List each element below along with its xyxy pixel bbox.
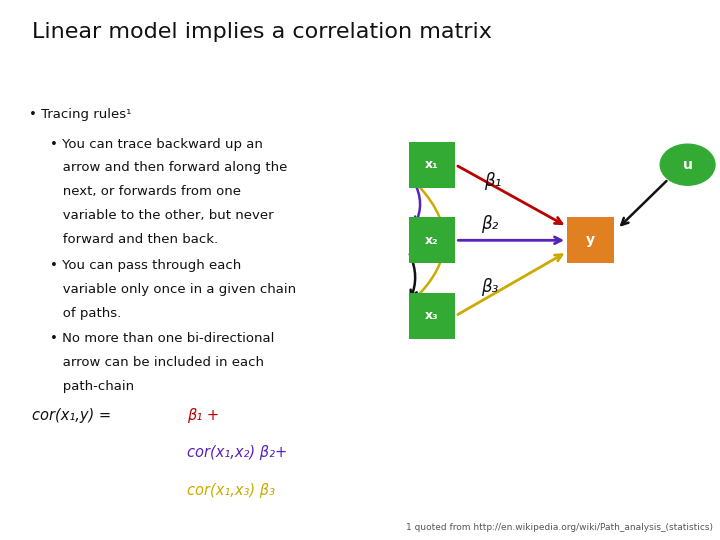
- Text: x₁: x₁: [426, 158, 438, 171]
- Text: β₁ +: β₁ +: [187, 408, 220, 423]
- Text: β₂: β₂: [481, 215, 498, 233]
- Text: u: u: [683, 158, 693, 172]
- Text: cor(x₁,x₂) β₂+: cor(x₁,x₂) β₂+: [187, 446, 287, 461]
- Text: path-chain: path-chain: [50, 380, 135, 393]
- FancyBboxPatch shape: [409, 293, 456, 339]
- Text: x₂: x₂: [426, 234, 438, 247]
- Text: Linear model implies a correlation matrix: Linear model implies a correlation matri…: [32, 22, 492, 42]
- Text: of paths.: of paths.: [50, 307, 122, 320]
- Text: • You can pass through each: • You can pass through each: [50, 259, 242, 272]
- Text: variable only once in a given chain: variable only once in a given chain: [50, 283, 297, 296]
- Text: β₃: β₃: [481, 278, 498, 295]
- Text: • No more than one bi-directional: • No more than one bi-directional: [50, 332, 275, 345]
- FancyBboxPatch shape: [409, 217, 456, 263]
- Text: next, or forwards from one: next, or forwards from one: [50, 185, 241, 198]
- Text: forward and then back.: forward and then back.: [50, 233, 219, 246]
- Text: • You can trace backward up an: • You can trace backward up an: [50, 138, 264, 151]
- Text: cor(x₁,x₃) β₃: cor(x₁,x₃) β₃: [187, 483, 275, 498]
- FancyBboxPatch shape: [409, 142, 456, 188]
- Text: variable to the other, but never: variable to the other, but never: [50, 209, 274, 222]
- Text: β₁: β₁: [484, 172, 501, 190]
- Text: 1 quoted from http://en.wikipedia.org/wiki/Path_analysis_(statistics): 1 quoted from http://en.wikipedia.org/wi…: [406, 523, 713, 532]
- Text: arrow and then forward along the: arrow and then forward along the: [50, 161, 288, 174]
- Text: cor(x₁,y) =: cor(x₁,y) =: [32, 408, 112, 423]
- Text: y: y: [586, 233, 595, 247]
- Text: x₃: x₃: [426, 309, 438, 322]
- FancyBboxPatch shape: [567, 217, 614, 263]
- Text: • Tracing rules¹: • Tracing rules¹: [29, 108, 131, 121]
- Circle shape: [660, 144, 715, 185]
- Text: arrow can be included in each: arrow can be included in each: [50, 356, 264, 369]
